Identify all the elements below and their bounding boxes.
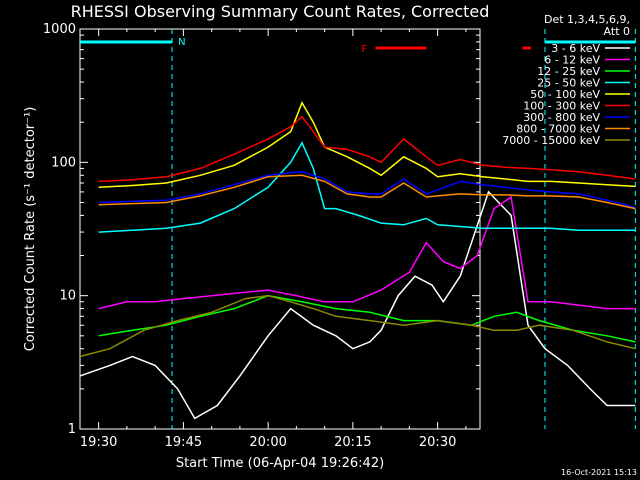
axis-ticks: 19:30 19:45 20:00 20:15 20:30 1 10 100 1000 — [43, 22, 480, 450]
flare-annotation: F — [361, 44, 367, 55]
y-axis-label: Corrected Count Rate (s⁻¹ detector⁻¹) — [23, 107, 38, 352]
legend-header-line-0: Det 1,3,4,5,6,9, — [544, 13, 630, 26]
legend-header-line-1: Att 0 — [604, 25, 630, 38]
x-tick-label-0: 19:30 — [80, 435, 117, 450]
x-tick-label-1: 19:45 — [165, 435, 202, 450]
series-line-3 — [98, 141, 636, 233]
legend-label-3: 25 - 50 keV — [537, 77, 600, 90]
legend-label-6: 300 - 800 keV — [523, 111, 600, 124]
night-annotation: N — [178, 37, 185, 48]
series-lines — [79, 100, 636, 420]
legend-label-8: 7000 - 15000 keV — [502, 134, 600, 147]
y-tick-label-0: 1 — [68, 422, 76, 437]
x-tick-label-2: 20:00 — [249, 435, 286, 450]
chart-title: RHESSI Observing Summary Count Rates, Co… — [71, 2, 490, 21]
series-line-0 — [79, 190, 636, 420]
plot-frame — [79, 28, 481, 430]
y-tick-label-2: 100 — [51, 155, 76, 170]
x-axis-label: Start Time (06-Apr-04 19:26:42) — [176, 456, 384, 471]
series-line-5 — [98, 115, 636, 183]
legend-label-4: 50 - 100 keV — [530, 88, 600, 101]
series-line-1 — [98, 195, 636, 310]
legend-label-0: 3 - 6 keV — [551, 42, 600, 55]
legend-label-1: 6 - 12 keV — [544, 54, 600, 67]
x-tick-label-3: 20:15 — [334, 435, 371, 450]
y-tick-label-1: 10 — [59, 289, 76, 304]
x-tick-label-4: 20:30 — [419, 435, 456, 450]
series-line-6 — [98, 170, 636, 209]
series-line-4 — [98, 100, 636, 189]
series-line-2 — [98, 294, 636, 343]
legend-label-7: 800 - 7000 keV — [516, 123, 600, 136]
footer-timestamp: 16-Oct-2021 15:13 — [561, 468, 637, 477]
series-line-7 — [98, 174, 636, 210]
y-tick-label-3: 1000 — [43, 22, 76, 37]
legend-label-5: 100 - 300 keV — [523, 100, 600, 113]
series-line-8 — [79, 294, 636, 358]
legend-header: Det 1,3,4,5,6,9,Att 0 — [544, 13, 630, 38]
legend-label-2: 12 - 25 keV — [537, 65, 600, 78]
